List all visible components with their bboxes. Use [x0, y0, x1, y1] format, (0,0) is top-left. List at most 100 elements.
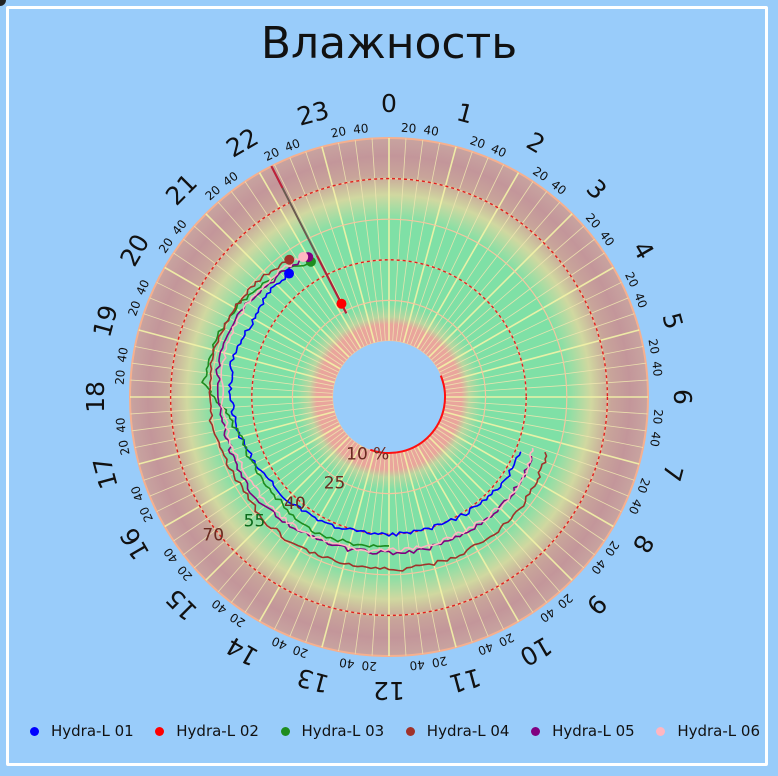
sub-tick-label: 40 — [476, 639, 495, 658]
spoke-line — [130, 379, 334, 394]
sub-tick-label: 40 — [649, 360, 665, 377]
hour-label: 1 — [454, 97, 477, 129]
series-line-1 — [228, 272, 522, 537]
legend-label: Hydra-L 04 — [426, 722, 510, 740]
spoke-line — [444, 400, 648, 415]
hour-label: 8 — [627, 530, 660, 558]
series-line-6 — [220, 256, 534, 554]
sub-tick-label: 20 — [116, 439, 133, 457]
spoke-line — [371, 138, 386, 342]
legend-item[interactable]: Hydra-L 04 — [405, 722, 510, 740]
spoke-line — [439, 282, 622, 373]
sub-tick-label: 40 — [128, 484, 147, 503]
spoke-line — [156, 282, 339, 373]
spoke-line — [441, 414, 635, 481]
legend: Hydra-L 01 Hydra-L 02 Hydra-L 03 Hydra-L 04… — [30, 719, 760, 743]
spoke-line — [444, 379, 648, 394]
spoke-line — [183, 239, 345, 364]
legend-item[interactable]: Hydra-L 01 — [30, 722, 134, 740]
spoke-line — [444, 362, 646, 391]
sub-tick-label: 20 — [291, 642, 310, 660]
spoke-line — [444, 403, 646, 432]
spoke-line — [134, 346, 335, 387]
spoke-line — [183, 430, 345, 555]
spoke-line — [440, 297, 629, 376]
legend-label: Hydra-L 01 — [51, 722, 134, 740]
spoke-line — [440, 418, 629, 497]
spoke-line — [410, 157, 489, 346]
hour-label: 7 — [656, 462, 688, 485]
hour-label: 17 — [87, 454, 123, 492]
sub-tick-label: 40 — [489, 141, 509, 160]
spoke-line — [217, 438, 353, 592]
hour-label: 15 — [160, 583, 203, 626]
sub-tick-label: 20 — [125, 299, 143, 318]
grid-circle — [210, 218, 568, 576]
sub-tick-label: 40 — [423, 123, 440, 139]
spoke-line — [274, 164, 365, 347]
radial-label: 55 — [244, 511, 266, 531]
hour-label: 12 — [373, 676, 405, 705]
spoke-line — [422, 191, 547, 353]
spoke-line — [395, 140, 424, 342]
inner-range-arc — [369, 375, 446, 454]
spoke-line — [321, 450, 376, 648]
sub-tick-label: 20 — [113, 369, 128, 385]
spoke-line — [143, 313, 337, 380]
corner-marker — [0, 0, 6, 6]
legend-label: Hydra-L 05 — [552, 722, 635, 740]
data-layer — [201, 165, 548, 572]
spoke-line — [138, 329, 336, 384]
polar-grid — [130, 138, 648, 656]
spoke-line — [442, 410, 640, 465]
spoke-line — [402, 146, 457, 344]
spoke-line — [399, 142, 440, 343]
sub-tick-label: 40 — [133, 278, 152, 298]
sub-tick-label: 40 — [270, 634, 290, 653]
spoke-line — [164, 424, 341, 528]
chart-frame — [6, 6, 768, 766]
legend-label: Hydra-L 03 — [301, 722, 385, 740]
sub-tick-label: 40 — [113, 417, 129, 434]
spoke-line — [173, 427, 343, 542]
hour-label: 10 — [515, 631, 557, 672]
hour-label: 20 — [114, 229, 155, 271]
hour-label: 22 — [221, 122, 263, 163]
legend-item[interactable]: Hydra-L 03 — [280, 722, 385, 740]
spoke-line — [437, 266, 614, 370]
legend-marker-icon — [531, 726, 541, 736]
legend-item[interactable]: Hydra-L 05 — [531, 722, 635, 740]
hour-label: 13 — [294, 662, 332, 698]
spoke-line — [231, 441, 356, 603]
spoke-line — [132, 403, 334, 432]
radial-label: 10 % — [346, 445, 389, 465]
hour-label: 3 — [581, 174, 613, 206]
legend-item[interactable]: Hydra-L 06 — [656, 722, 760, 740]
legend-label: Hydra-L 06 — [677, 722, 760, 740]
spoke-line — [338, 451, 379, 652]
sub-tick-label: 20 — [137, 504, 156, 524]
hour-label: 21 — [160, 168, 203, 211]
sub-tick-label: 20 — [431, 653, 449, 670]
radial-label: 40 — [284, 494, 306, 514]
spoke-line — [143, 414, 337, 481]
spoke-line — [430, 225, 584, 361]
legend-marker-icon — [30, 726, 39, 736]
sub-tick-label: 20 — [634, 476, 652, 495]
hour-label: 6 — [668, 389, 697, 405]
spoke-line — [410, 448, 489, 637]
series-endpoint-1 — [284, 268, 295, 279]
series-line-3 — [201, 261, 390, 548]
sub-tick-label: 20 — [330, 124, 348, 141]
spoke-line — [425, 202, 561, 356]
spoke-line — [433, 239, 595, 364]
spoke-line — [413, 447, 504, 630]
series-endpoint-2 — [336, 298, 347, 309]
spoke-line — [305, 449, 372, 643]
spoke-line — [419, 443, 534, 613]
time-hand-tip — [270, 165, 284, 189]
legend-item[interactable]: Hydra-L 02 — [155, 722, 259, 740]
spoke-line — [305, 151, 372, 345]
spoke-line — [392, 452, 407, 656]
